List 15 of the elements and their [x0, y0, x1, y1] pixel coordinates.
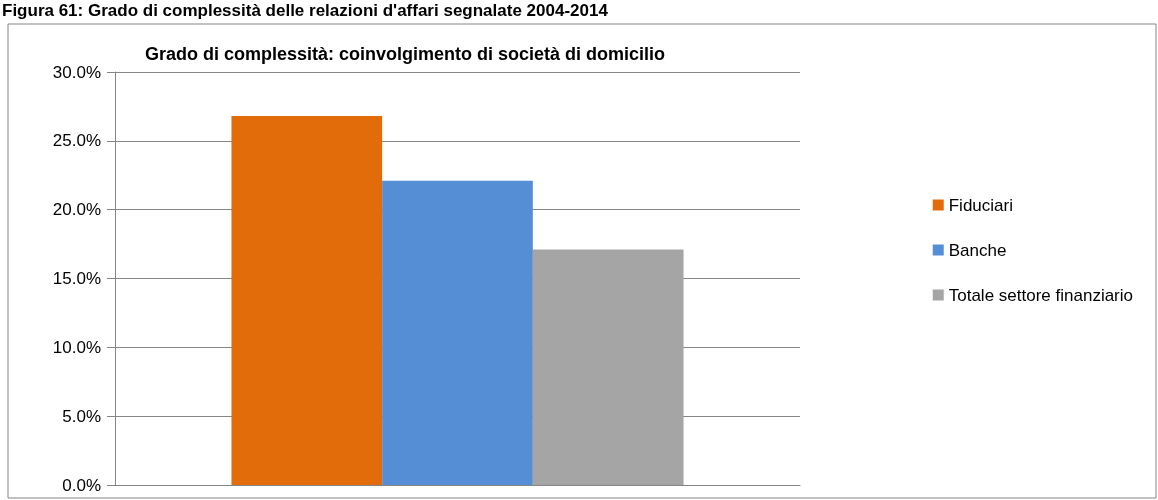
- y-tick-label: 10.0%: [52, 337, 101, 357]
- legend-label: Totale settore finanziario: [948, 285, 1134, 305]
- y-tick-label: 25.0%: [52, 131, 101, 151]
- legend-label: Banche: [948, 240, 1007, 260]
- bar: [532, 249, 684, 485]
- y-tick-label: 0.0%: [62, 475, 101, 495]
- y-tick-label: 20.0%: [52, 200, 101, 220]
- legend-label: Fiduciari: [948, 195, 1013, 215]
- bar: [382, 180, 533, 485]
- y-tick-label: 15.0%: [52, 269, 101, 288]
- y-tick-label: 5.0%: [62, 406, 101, 426]
- chart-title: Grado di complessità: coinvolgimento di società di domicilio: [145, 44, 666, 64]
- y-tick-label: 30.0%: [52, 62, 101, 82]
- bar: [231, 116, 383, 485]
- text: Figura 61: Grado di complessità delle relazioni d'affari segnalate 2004-2014: [2, 1, 609, 20]
